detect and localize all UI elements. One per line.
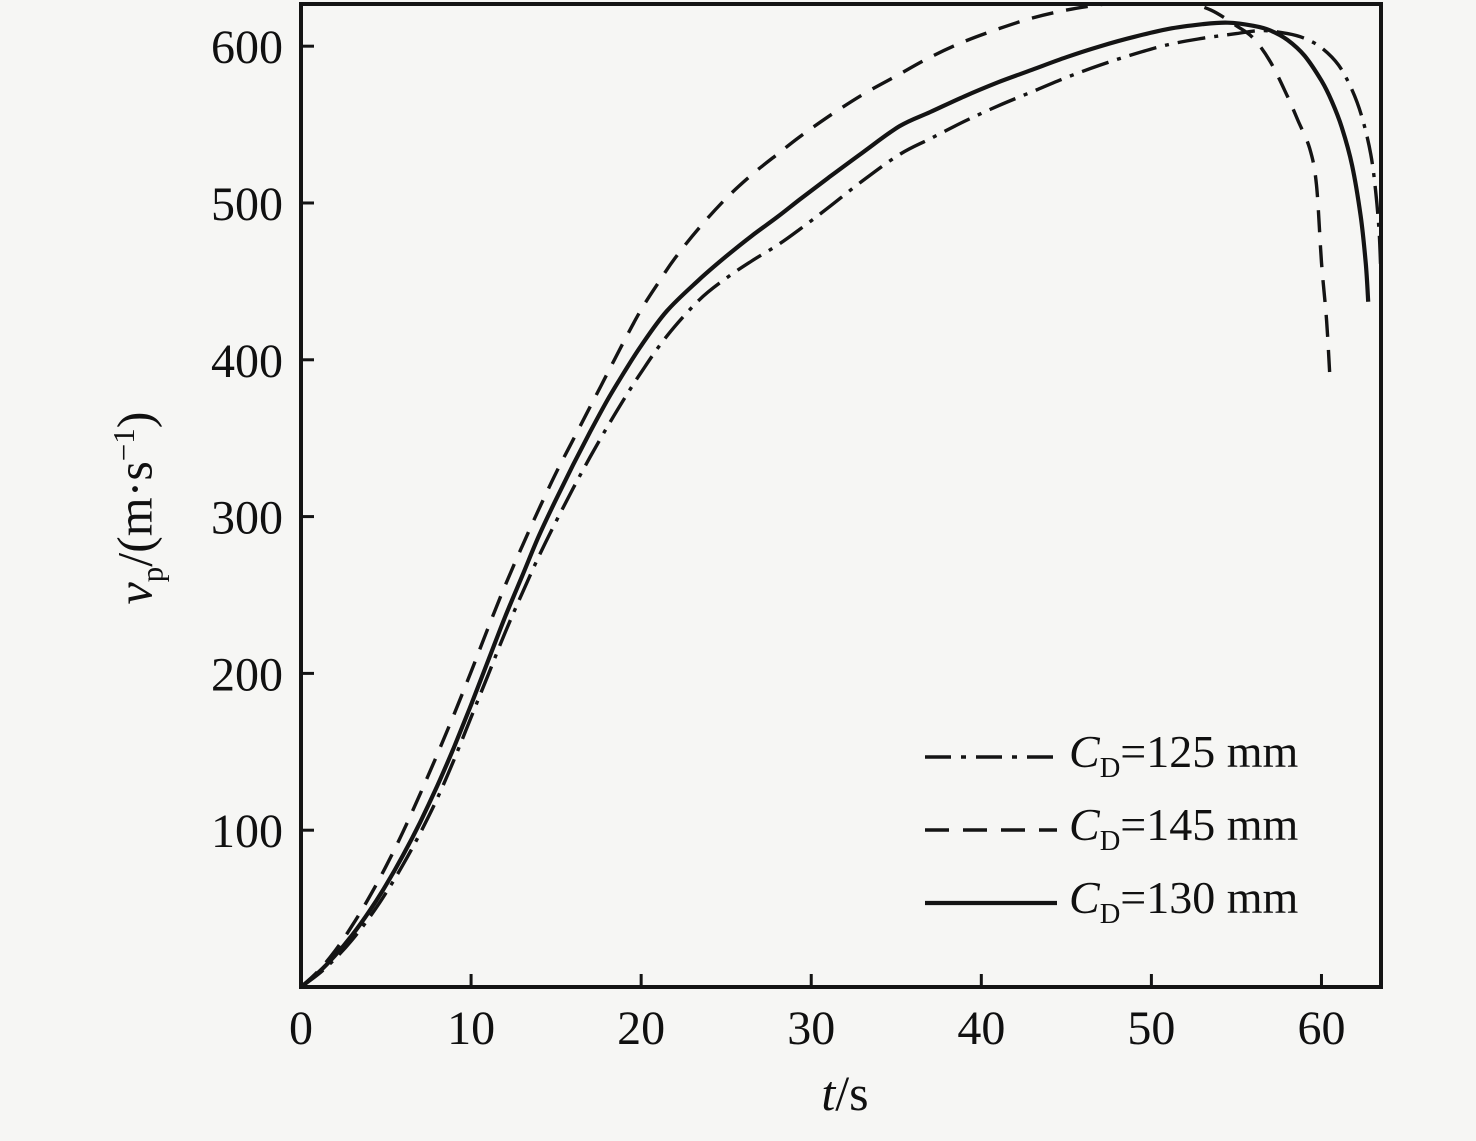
plot-frame [299, 2, 1383, 989]
legend-variable: C [1069, 799, 1100, 851]
legend-value: =125 mm [1120, 726, 1299, 778]
x-axis-units: /s [835, 1065, 869, 1121]
legend-variable: C [1069, 726, 1100, 778]
x-tick-label: 10 [447, 1002, 495, 1055]
series-curve-cd130 [301, 20, 1371, 987]
legend-line-sample-solid [925, 900, 1057, 905]
x-tick-label: 60 [1297, 1002, 1345, 1055]
legend-subscript: D [1099, 753, 1121, 785]
legend-item-cd125: CD=125 mm [925, 720, 1298, 793]
legend-subscript: D [1099, 826, 1121, 858]
legend-label-cd125: CD=125 mm [1069, 729, 1298, 784]
y-tick-label: 200 [211, 648, 283, 701]
y-axis-label: vp/(m·s−1) [103, 268, 173, 748]
y-axis-variable: v [106, 582, 163, 605]
x-tick-label: 50 [1127, 1002, 1175, 1055]
legend: CD=125 mm CD=145 mm CD=130 mm [925, 720, 1298, 939]
x-tick-label: 20 [617, 1002, 665, 1055]
x-axis-variable: t [821, 1065, 836, 1121]
legend-item-cd145: CD=145 mm [925, 793, 1298, 866]
y-tick-label: 600 [211, 21, 283, 74]
x-tick-label: 0 [289, 1002, 313, 1055]
x-tick-label: 30 [787, 1002, 835, 1055]
legend-value: =145 mm [1120, 799, 1299, 851]
y-tick-label: 500 [211, 178, 283, 231]
series-curve-cd145 [301, 4, 1332, 987]
legend-line-sample-dashed [925, 827, 1057, 832]
y-tick-label: 100 [211, 805, 283, 858]
y-axis-units-close: ) [106, 411, 163, 429]
x-tick-label: 40 [957, 1002, 1005, 1055]
series-curve-cd125 [301, 28, 1381, 987]
y-axis-units-exponent: −1 [106, 428, 142, 462]
legend-value: =130 mm [1120, 872, 1299, 924]
legend-variable: C [1069, 872, 1100, 924]
legend-item-cd130: CD=130 mm [925, 866, 1298, 939]
y-axis-variable-subscript: p [134, 566, 170, 583]
legend-label-cd130: CD=130 mm [1069, 875, 1298, 930]
legend-line-sample-dashdot [925, 754, 1057, 759]
y-axis-units: /(m·s [106, 461, 163, 567]
curves-group [301, 4, 1381, 987]
legend-subscript: D [1099, 899, 1121, 931]
legend-label-cd145: CD=145 mm [1069, 802, 1298, 857]
x-axis-label: t/s [745, 1068, 945, 1118]
y-tick-label: 300 [211, 492, 283, 545]
y-tick-label: 400 [211, 335, 283, 388]
